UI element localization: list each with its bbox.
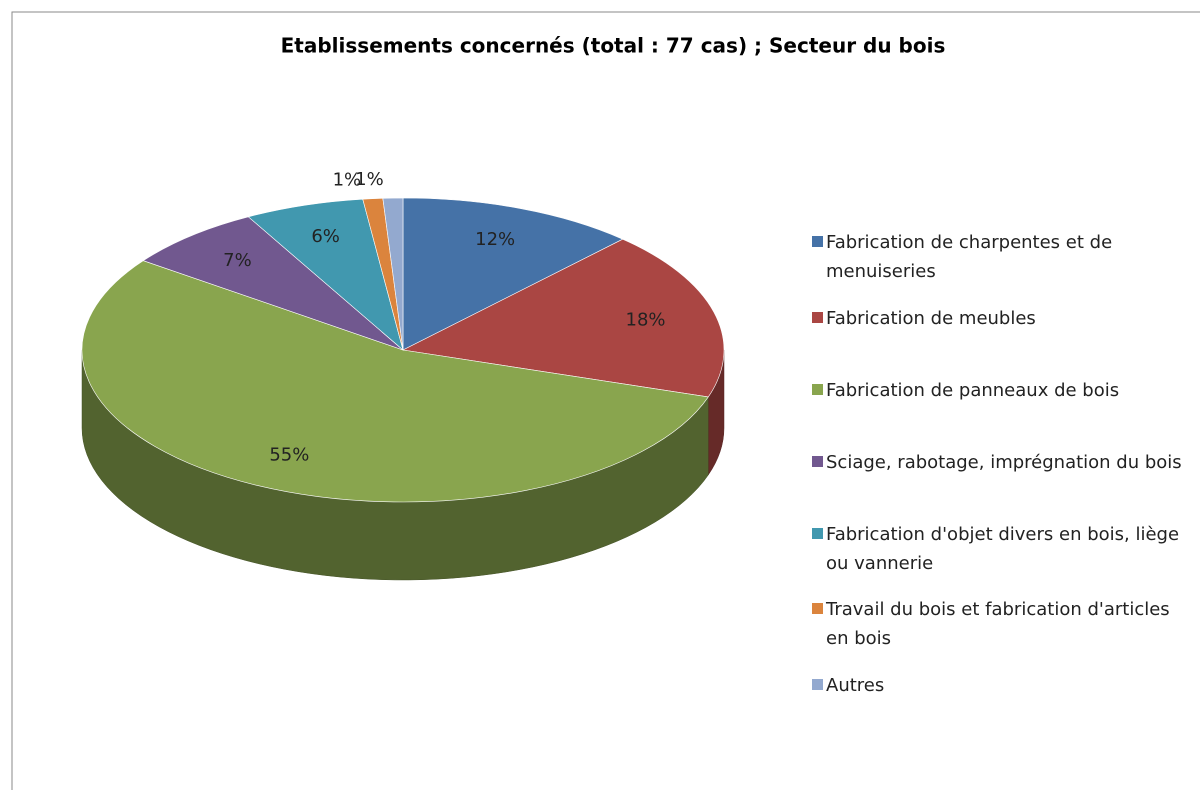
data-label: 12%	[475, 229, 515, 250]
legend-label: Sciage, rabotage, imprégnation du bois	[826, 452, 1182, 473]
data-label: 18%	[626, 310, 666, 331]
data-label: 6%	[311, 226, 340, 247]
data-label: 1%	[333, 170, 362, 191]
legend-item: Autres	[812, 671, 1182, 700]
data-label: 55%	[269, 445, 309, 466]
chart-title: Etablissements concernés (total : 77 cas…	[281, 34, 946, 58]
legend-label: Fabrication de charpentes et de menuiser…	[826, 232, 1113, 282]
slice	[402, 238, 725, 398]
slice	[142, 216, 404, 351]
legend-swatch	[812, 456, 823, 467]
legend-label: Travail du bois et fabrication d'article…	[826, 599, 1170, 649]
legend-swatch	[812, 679, 823, 690]
legend-item: Fabrication de charpentes et de menuiser…	[812, 228, 1182, 286]
slice	[382, 197, 404, 351]
legend-swatch	[812, 236, 823, 247]
slice	[247, 198, 404, 351]
legend-item: Fabrication de panneaux de bois	[812, 376, 1182, 405]
legend-label: Autres	[826, 675, 885, 696]
legend-label: Fabrication d'objet divers en bois, lièg…	[826, 524, 1180, 574]
legend-label: Fabrication de meubles	[826, 308, 1036, 329]
slice	[402, 197, 624, 351]
data-label: 7%	[223, 250, 252, 271]
legend-swatch	[812, 528, 823, 539]
legend-item: Travail du bois et fabrication d'article…	[812, 595, 1182, 653]
legend-item: Fabrication de meubles	[812, 304, 1182, 333]
legend-label: Fabrication de panneaux de bois	[826, 380, 1120, 401]
data-label: 1%	[355, 169, 384, 190]
legend-swatch	[812, 603, 823, 614]
legend-item: Sciage, rabotage, imprégnation du bois	[812, 448, 1182, 477]
legend-swatch	[812, 384, 823, 395]
legend-swatch	[812, 312, 823, 323]
legend-item: Fabrication d'objet divers en bois, lièg…	[812, 520, 1182, 578]
slice	[81, 260, 709, 503]
